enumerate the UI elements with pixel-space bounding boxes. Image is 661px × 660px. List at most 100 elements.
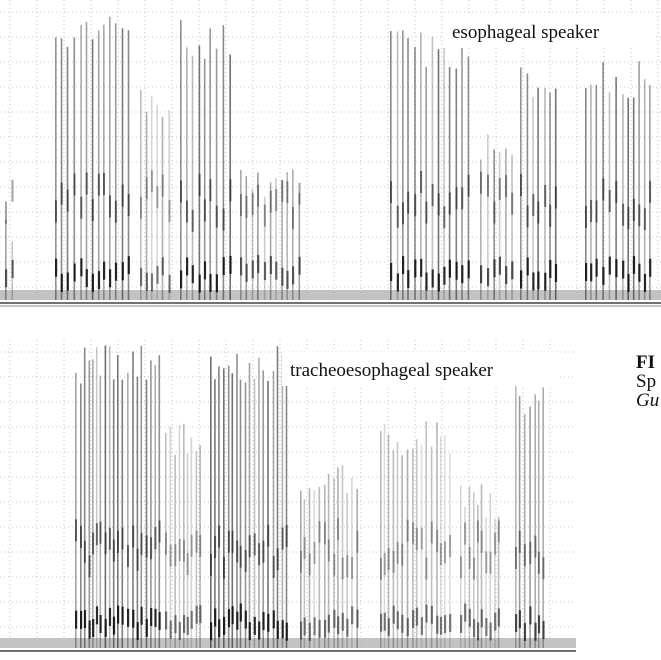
formant — [275, 261, 278, 280]
spectral-streak — [489, 493, 492, 648]
spectral-streak — [444, 435, 446, 648]
spectral-streak — [511, 154, 513, 300]
formant — [493, 201, 496, 224]
formant — [346, 555, 349, 578]
formant — [281, 527, 284, 550]
formant — [449, 535, 452, 558]
formant — [436, 530, 439, 552]
formant — [292, 207, 294, 229]
spectral-streak — [473, 492, 475, 648]
formant — [195, 605, 198, 624]
formant — [449, 614, 452, 633]
formant — [161, 257, 164, 276]
formant — [402, 202, 404, 225]
formant — [464, 603, 467, 622]
spectral-streak — [244, 382, 247, 648]
formant — [227, 530, 230, 553]
formant — [520, 174, 522, 196]
spectral-streak — [114, 23, 117, 301]
formant — [515, 547, 517, 569]
spectral-streak — [537, 400, 540, 648]
spectral-streak — [191, 55, 194, 300]
formant — [333, 609, 336, 628]
formant — [396, 205, 399, 228]
formant — [308, 553, 311, 576]
formant — [114, 200, 117, 223]
formant — [218, 619, 221, 638]
formant — [60, 182, 63, 205]
spectral-streak — [236, 353, 238, 648]
formant — [346, 618, 349, 637]
spectral-streak — [267, 380, 269, 648]
formant — [313, 541, 316, 564]
formant — [11, 260, 14, 278]
formant — [464, 522, 467, 545]
formant — [480, 530, 483, 553]
spectral-streak — [497, 516, 500, 648]
formant — [145, 177, 148, 200]
spectral-streak — [480, 484, 483, 648]
formant — [257, 255, 260, 274]
spectral-streak — [390, 31, 392, 300]
formant — [245, 263, 248, 282]
formant — [406, 519, 409, 542]
formant — [333, 553, 336, 576]
formant — [515, 614, 518, 633]
formant — [480, 609, 483, 628]
top-spectrogram — [0, 0, 661, 301]
spectral-streak — [251, 189, 254, 300]
spectral-streak — [487, 134, 489, 300]
formant — [455, 261, 458, 280]
spectral-streak — [420, 444, 423, 648]
formant — [168, 200, 171, 223]
spectral-streak — [239, 379, 242, 648]
formant — [214, 536, 217, 559]
formant — [383, 553, 386, 576]
spectral-streak — [210, 356, 212, 648]
formant — [229, 255, 232, 274]
formant — [190, 610, 193, 629]
formant — [231, 606, 234, 625]
spectral-streak — [91, 39, 94, 300]
spectral-streak — [165, 432, 167, 648]
formant — [602, 178, 605, 201]
formant — [549, 204, 552, 227]
formant — [169, 544, 172, 567]
formant — [150, 537, 153, 560]
formant — [585, 206, 587, 228]
formant — [236, 540, 239, 563]
spectral-streak — [103, 24, 105, 300]
spectral-streak — [313, 490, 316, 648]
formant — [380, 613, 383, 632]
formant — [168, 274, 171, 293]
formant — [158, 520, 161, 543]
formant — [632, 198, 635, 221]
formant — [461, 265, 464, 284]
spectral-streak — [439, 436, 442, 648]
label-background — [443, 14, 653, 48]
formant — [229, 179, 232, 202]
formant — [140, 606, 143, 625]
formant — [414, 259, 417, 278]
formant — [444, 615, 447, 634]
spectral-streak — [477, 504, 479, 648]
spectral-streak — [468, 486, 471, 648]
formant — [248, 535, 251, 558]
spectral-streak — [549, 92, 551, 300]
spectral-streak — [327, 473, 330, 648]
spectral-streak — [145, 111, 148, 300]
formant — [223, 556, 225, 579]
formant — [505, 266, 508, 285]
spectral-streak — [414, 46, 416, 301]
spectral-streak — [73, 37, 76, 300]
spectral-streak — [203, 58, 206, 301]
formant — [203, 199, 206, 222]
spectral-streak — [253, 378, 256, 648]
formant — [150, 273, 154, 292]
formant — [121, 527, 124, 550]
spectral-streak — [406, 449, 409, 648]
formant — [169, 620, 172, 639]
bottom-spectrogram — [0, 340, 576, 648]
formant — [253, 533, 256, 556]
formant — [518, 530, 521, 553]
